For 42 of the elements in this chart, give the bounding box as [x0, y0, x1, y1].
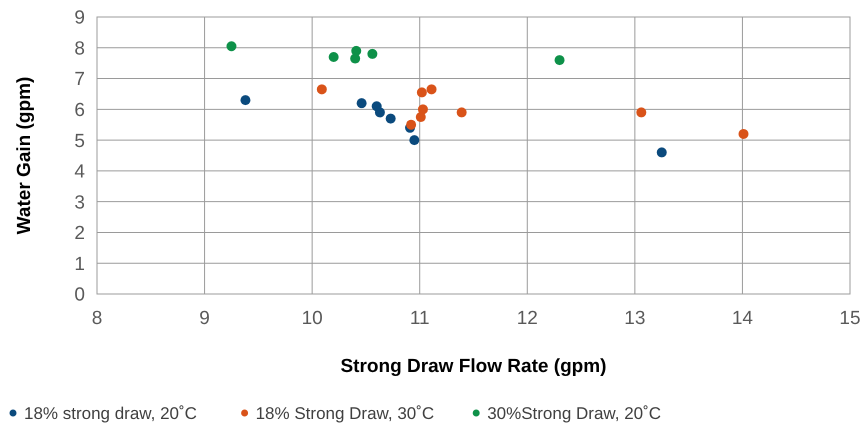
y-tick-label: 9 — [74, 8, 85, 29]
point — [328, 52, 339, 62]
y-tick-label: 1 — [74, 254, 85, 275]
point — [316, 84, 327, 94]
point — [386, 114, 396, 124]
y-tick-label: 2 — [74, 223, 85, 244]
x-tick-label: 14 — [732, 308, 754, 329]
y-tick-label: 0 — [74, 284, 85, 306]
point — [409, 135, 420, 146]
x-tick-label: 10 — [302, 308, 323, 329]
point — [738, 128, 749, 139]
point — [226, 41, 236, 52]
legend-label: 18% strong draw, 20˚C — [24, 404, 197, 423]
x-tick-label: 15 — [839, 308, 860, 329]
x-axis-title: Strong Draw Flow Rate (gpm) — [340, 356, 606, 377]
point — [350, 54, 360, 64]
point — [456, 107, 467, 118]
point — [426, 84, 437, 94]
y-axis-title: Water Gain (gpm) — [14, 76, 35, 234]
point — [374, 107, 385, 118]
y-tick-label: 6 — [74, 100, 85, 121]
x-tick-label: 12 — [516, 308, 538, 329]
x-tick-label: 13 — [624, 308, 646, 329]
y-tick-label: 4 — [74, 162, 86, 183]
y-tick-label: 7 — [74, 69, 85, 90]
point — [554, 55, 565, 66]
legend-label: 18% Strong Draw, 30˚C — [256, 404, 434, 423]
y-tick-label: 5 — [74, 130, 85, 152]
point — [356, 98, 367, 108]
point — [636, 107, 646, 118]
point — [240, 95, 250, 106]
x-tick-label: 9 — [199, 308, 210, 329]
y-tick-label: 8 — [74, 38, 85, 60]
point — [406, 120, 416, 130]
point — [418, 104, 428, 114]
x-tick-label: 11 — [410, 308, 430, 329]
legend-label: 30%Strong Draw, 20˚C — [487, 404, 662, 423]
point — [416, 87, 427, 98]
x-tick-label: 8 — [92, 308, 102, 329]
point — [367, 48, 378, 59]
point — [656, 147, 667, 158]
y-tick-label: 3 — [74, 192, 85, 214]
